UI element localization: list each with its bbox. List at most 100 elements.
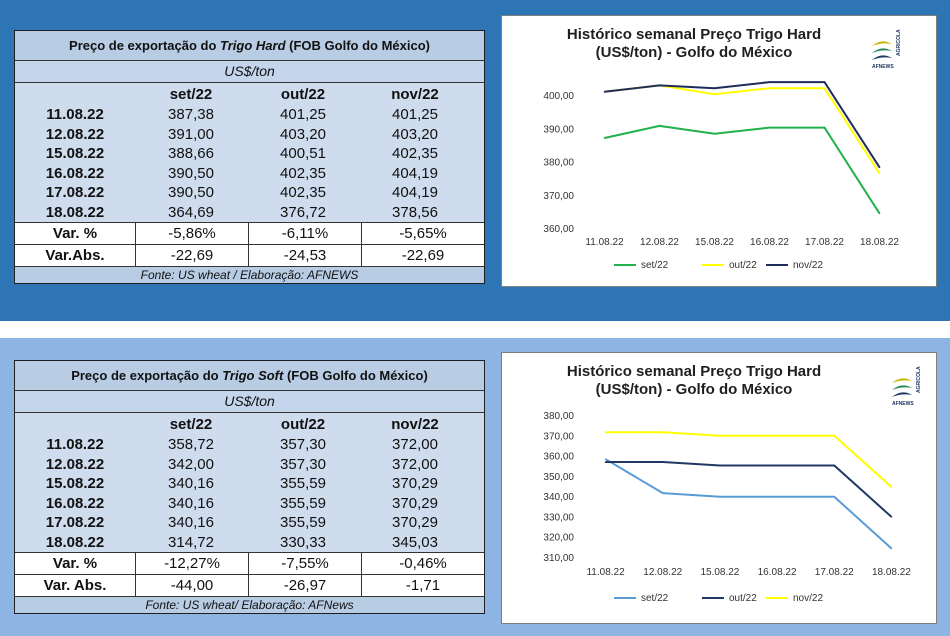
header-cell: nov/22 <box>391 416 439 433</box>
table-unit: US$/ton <box>15 391 484 413</box>
row-value: 355,59 <box>280 514 326 531</box>
row-value: 390,50 <box>168 164 214 182</box>
data-point <box>719 464 721 467</box>
data-point <box>603 91 606 93</box>
soft-wheat-line-chart: Histórico semanal Preço Trigo Hard (US$/… <box>543 363 922 604</box>
y-tick-label: 310,00 <box>543 553 574 564</box>
variation-value: -24,53 <box>249 245 362 266</box>
data-point <box>776 464 778 467</box>
data-point <box>719 496 721 498</box>
data-point <box>878 172 881 175</box>
table-title-product: Trigo Soft <box>222 368 284 383</box>
row-date: 15.08.22 <box>45 145 105 162</box>
table-row: 16.08.22 390,50 402,35 404,19 <box>15 164 484 184</box>
afnews-logo-icon: AFNEWS AGRICOLA <box>892 366 922 407</box>
variation-value: -6,11% <box>249 223 362 244</box>
y-tick-label: 380,00 <box>543 158 574 169</box>
row-value: 355,59 <box>280 494 326 512</box>
x-tick-label: 12.08.22 <box>640 237 679 248</box>
data-point <box>713 93 716 96</box>
row-value: 372,00 <box>392 455 438 473</box>
table-row: 15.08.22 388,66 400,51 402,35 <box>15 144 484 164</box>
soft-wheat-chart: Histórico semanal Preço Trigo Hard (US$/… <box>501 352 937 624</box>
data-point <box>713 132 716 135</box>
legend-label: set/22 <box>641 260 669 271</box>
soft-wheat-price-table: Preço de exportação do Trigo Soft (FOB G… <box>14 360 485 614</box>
row-value: 388,66 <box>168 145 214 162</box>
plot-area: 360,00 370,00 380,00 390,00 400,00 11.08.22 12… <box>543 81 899 271</box>
x-tick-label: 11.08.22 <box>586 567 625 578</box>
table-row: 11.08.22 358,72 357,30 372,00 <box>15 435 484 455</box>
row-value: 372,00 <box>392 436 438 453</box>
row-date: 17.08.22 <box>45 514 105 531</box>
data-point <box>823 126 826 129</box>
variation-value: -44,00 <box>136 575 249 596</box>
table-header-row: set/22 out/22 nov/22 <box>15 415 484 435</box>
row-value: 400,51 <box>280 145 326 162</box>
variation-percent-label: Var. % <box>15 553 136 574</box>
table-title-prefix: Preço de exportação do <box>69 38 221 53</box>
variation-absolute-label: Var. Abs. <box>15 575 136 596</box>
y-tick-label: 340,00 <box>543 492 574 503</box>
data-point <box>603 137 606 139</box>
series-line-nov-22 <box>604 81 881 168</box>
table-row: 17.08.22 340,16 355,59 370,29 <box>15 513 484 533</box>
table-row: 15.08.22 340,16 355,59 370,29 <box>15 474 484 494</box>
row-value: 403,20 <box>392 125 438 143</box>
header-cell: out/22 <box>280 86 326 103</box>
series-line-set-22 <box>605 458 893 550</box>
data-point <box>658 84 661 87</box>
data-point <box>768 126 771 129</box>
table-title-suffix: (FOB Golfo do México) <box>285 38 430 53</box>
variation-value: -22,69 <box>136 245 249 266</box>
variation-value: -0,46% <box>399 555 447 572</box>
legend-label: nov/22 <box>793 260 823 271</box>
series-line-out-22 <box>605 461 893 518</box>
table-body: set/22 out/22 nov/22 11.08.22 387,38 401… <box>15 83 484 222</box>
y-tick-label: 390,00 <box>543 124 574 135</box>
data-point <box>658 125 661 127</box>
x-tick-label: 18.08.22 <box>872 567 911 578</box>
data-point <box>890 486 893 488</box>
afnews-logo-icon: AFNEWS AGRICOLA <box>872 29 902 70</box>
data-point <box>661 431 664 434</box>
hard-wheat-price-table: Preço de exportação do Trigo Hard (FOB G… <box>14 30 485 284</box>
hard-wheat-chart: Histórico semanal Preço Trigo Hard (US$/… <box>501 15 937 287</box>
chart-title-line2: (US$/ton) - Golfo do México <box>596 44 793 61</box>
row-value: 330,33 <box>280 533 326 551</box>
row-value: 404,19 <box>392 184 438 201</box>
data-point <box>833 496 836 498</box>
table-title: Preço de exportação do Trigo Hard (FOB G… <box>15 31 484 61</box>
chart-title-line1: Histórico semanal Preço Trigo Hard <box>567 26 821 43</box>
row-value: 357,30 <box>280 455 326 473</box>
header-cell: out/22 <box>280 416 326 433</box>
row-date: 12.08.22 <box>45 125 105 143</box>
data-point <box>604 461 607 463</box>
table-row: 11.08.22 387,38 401,25 401,25 <box>15 105 484 125</box>
data-point <box>661 461 664 463</box>
y-tick-label: 370,00 <box>543 431 574 442</box>
x-tick-label: 18.08.22 <box>860 237 899 248</box>
header-cell: nov/22 <box>391 86 439 103</box>
row-date: 11.08.22 <box>46 106 104 123</box>
x-tick-label: 16.08.22 <box>750 237 789 248</box>
row-value: 370,29 <box>392 514 438 531</box>
data-point <box>776 496 778 498</box>
x-tick-label: 12.08.22 <box>643 567 682 578</box>
legend-label: nov/22 <box>793 593 823 604</box>
x-tick-label: 11.08.22 <box>585 237 624 248</box>
x-tick-label: 17.08.22 <box>815 567 854 578</box>
logo-sub: AGRICOLA <box>896 29 902 56</box>
x-tick-label: 15.08.22 <box>695 237 734 248</box>
y-tick-label: 360,00 <box>543 452 574 463</box>
variation-value: -26,97 <box>249 575 362 596</box>
table-source-note: Fonte: US wheat/ Elaboração: AFNews <box>15 596 484 613</box>
plot-area: 310,00 320,00 330,00 340,00 350,00 360,00 370,… <box>543 411 911 604</box>
legend-label: set/22 <box>641 593 669 604</box>
row-value: 378,56 <box>392 203 438 221</box>
row-value: 376,72 <box>280 203 326 221</box>
table-row: 18.08.22 364,69 376,72 378,56 <box>15 203 484 223</box>
header-date-cell <box>15 415 135 435</box>
row-value: 340,16 <box>168 475 214 492</box>
table-row: 12.08.22 391,00 403,20 403,20 <box>15 125 484 145</box>
